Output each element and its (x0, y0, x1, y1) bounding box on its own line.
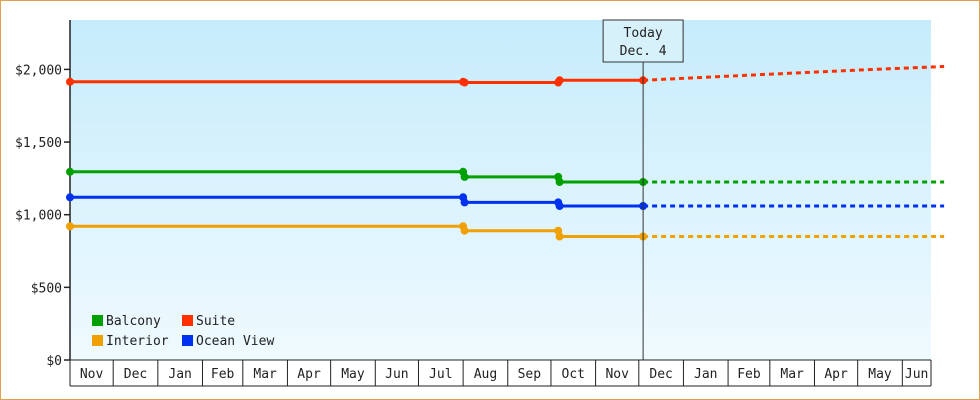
data-point (555, 76, 564, 85)
y-tick-label: $1,000 (15, 209, 62, 224)
legend-label: Balcony (106, 314, 161, 329)
x-tick-label: Jun (385, 367, 408, 382)
legend-swatch (92, 315, 103, 326)
data-point (66, 193, 74, 202)
x-tick-label: Dec (124, 367, 147, 382)
x-tick-label: May (868, 367, 892, 382)
data-point (66, 77, 74, 86)
x-tick-label: Aug (474, 367, 497, 382)
x-tick-label: Feb (737, 367, 761, 382)
x-tick-label: Dec (649, 367, 672, 382)
legend-swatch (92, 335, 103, 346)
x-tick-label: Feb (211, 367, 235, 382)
y-axis: $0 $500 $1,000 $1,500 $2,000 (15, 20, 71, 369)
data-point (555, 202, 564, 210)
plot-area (70, 20, 931, 360)
x-tick-label: Nov (605, 367, 629, 382)
data-point (460, 172, 469, 181)
data-point (555, 232, 564, 241)
data-point (66, 167, 74, 176)
legend-label: Interior (106, 334, 169, 349)
data-point (460, 226, 469, 235)
x-tick-label: Jun (905, 367, 928, 382)
data-point (555, 178, 564, 186)
legend-item: Ocean View (182, 334, 274, 349)
x-tick-label: May (341, 367, 365, 382)
legend-item: Interior (92, 334, 169, 349)
today-label-line1: Today (624, 26, 663, 41)
today-label-box (602, 19, 684, 63)
legend: Balcony Suite Interior Ocean View (92, 314, 274, 349)
x-tick-label: Apr (824, 367, 848, 382)
x-tick-label: Apr (297, 367, 321, 382)
legend-swatch (182, 315, 193, 326)
legend-label: Ocean View (196, 334, 274, 349)
data-point (66, 222, 74, 231)
y-tick-label: $2,000 (15, 63, 62, 78)
x-tick-label: Sep (518, 367, 542, 382)
y-tick-label: $0 (46, 354, 62, 369)
series-line-actual (70, 78, 644, 84)
legend-item: Suite (182, 314, 235, 329)
legend-swatch (182, 335, 193, 346)
series-suite (66, 65, 945, 87)
series-ocean-view (66, 193, 945, 210)
x-tick-label: Jan (168, 367, 191, 382)
x-tick-label: Nov (80, 367, 104, 382)
legend-item: Balcony (92, 314, 161, 329)
today-label-line2: Dec. 4 (620, 44, 667, 59)
series-line-actual (70, 224, 644, 238)
today-marker: Today Dec. 4 (602, 19, 684, 360)
series-balcony (66, 167, 945, 186)
series-lines (66, 65, 945, 241)
y-tick-label: $500 (31, 281, 62, 296)
series-line-actual (70, 170, 644, 184)
x-tick-label: Oct (562, 367, 585, 382)
series-line-actual (70, 195, 644, 208)
data-point (460, 78, 469, 87)
y-tick-label: $1,500 (15, 136, 62, 151)
x-axis: Nov Dec Jan Feb Mar Apr May Jun Jul Aug Sep Oct Nov D… (69, 359, 932, 387)
legend-label: Suite (196, 314, 235, 329)
x-tick-label: Jan (694, 367, 717, 382)
x-tick-label: Mar (253, 367, 277, 382)
x-tick-label: Mar (780, 367, 804, 382)
data-point (460, 198, 469, 207)
x-tick-label: Jul (429, 367, 452, 382)
